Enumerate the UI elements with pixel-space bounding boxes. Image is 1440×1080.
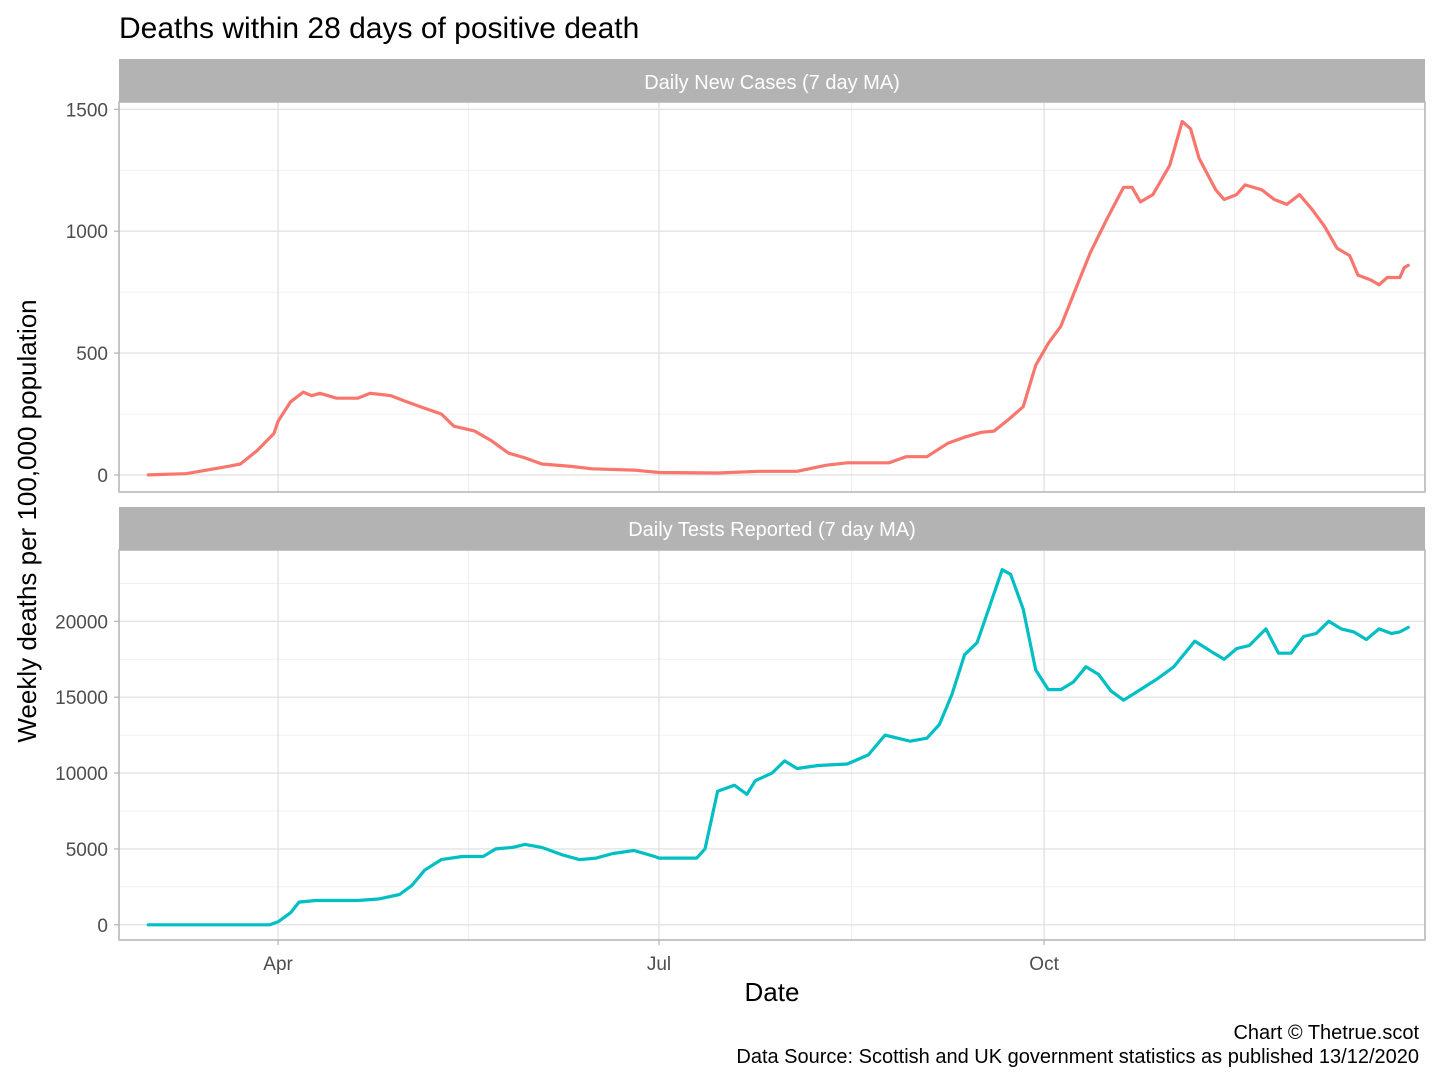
panel-strip-label: Daily Tests Reported (7 day MA) (628, 519, 916, 541)
panel-border (118, 101, 1426, 493)
caption-source: Data Source: Scottish and UK government … (736, 1046, 1419, 1068)
series-line-new-cases (146, 119, 1410, 477)
y-tick-label: 1500 (66, 100, 108, 121)
caption-credit: Chart © Thetrue.scot (1233, 1022, 1419, 1044)
y-tick-label: 0 (97, 916, 108, 937)
y-tick-label: 20000 (55, 612, 108, 633)
y-tick-label: 0 (97, 466, 108, 487)
panel-tests-reported: Daily Tests Reported (7 day MA) 0 5000 100… (55, 507, 1426, 941)
panel-strip-label: Daily New Cases (7 day MA) (644, 72, 900, 94)
x-tick-label: Apr (263, 954, 293, 975)
panel-new-cases: Daily New Cases (7 day MA) 0 500 1000 1500 (66, 59, 1426, 493)
y-tick-label: 10000 (55, 764, 108, 785)
series-line-tests-reported (146, 568, 1410, 927)
x-axis-title: Date (745, 977, 800, 1007)
x-axis: Apr Jul Oct (263, 940, 1060, 975)
panel-strip (119, 507, 1425, 550)
panel-border (118, 549, 1426, 941)
y-axis-title: Weekly deaths per 100,000 population (12, 299, 42, 742)
x-tick-label: Oct (1029, 954, 1059, 975)
y-tick-label: 1000 (66, 222, 108, 243)
y-tick-label: 15000 (55, 688, 108, 709)
panel-strip (119, 59, 1425, 102)
y-tick-label: 5000 (66, 840, 108, 861)
chart-title: Deaths within 28 days of positive death (119, 12, 639, 45)
x-tick-label: Jul (647, 954, 671, 975)
y-tick-label: 500 (76, 344, 108, 365)
